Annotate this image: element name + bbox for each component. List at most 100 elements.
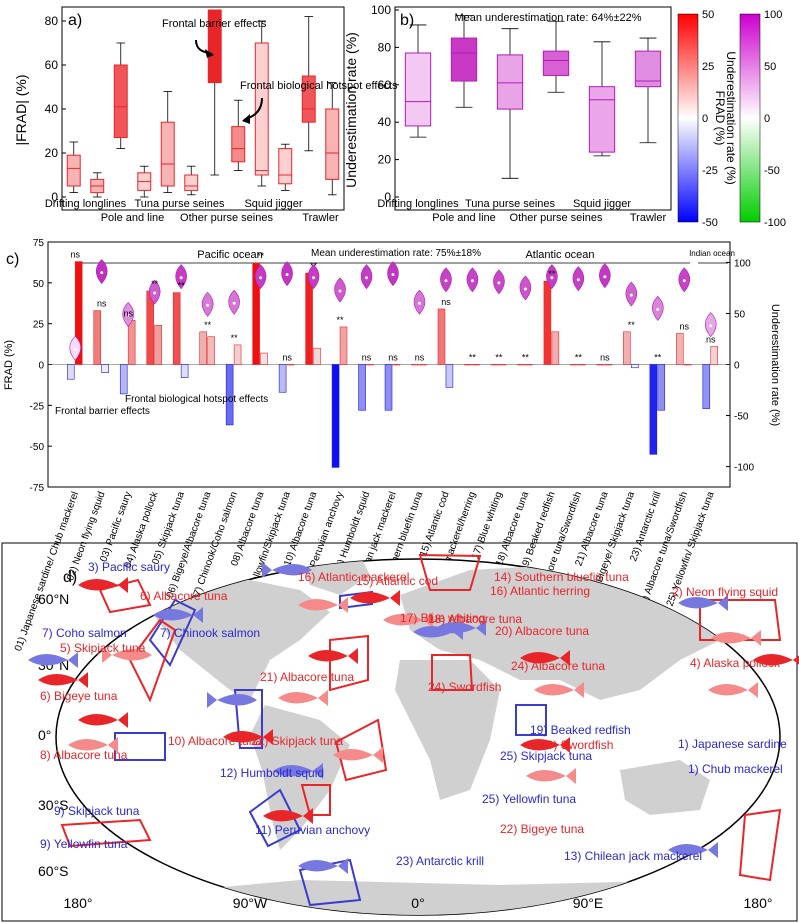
fishing-area-outline (699, 599, 782, 641)
c-violin-median (391, 273, 395, 277)
fish-silhouette-icon (278, 690, 328, 706)
a-ytick-label: 80 (45, 14, 59, 28)
b-box (542, 50, 570, 76)
map-lat-label: 60°N (38, 591, 69, 607)
c-violin-median (550, 276, 554, 280)
c-y2tick-label: 50 (734, 309, 746, 320)
c-frad-bar (551, 331, 560, 365)
a-box (207, 9, 222, 84)
b-group-label: Trawler (630, 212, 667, 224)
c-ytick-label: 50 (33, 279, 45, 290)
panel-d-label: d) (63, 569, 77, 586)
c-violin-median (444, 279, 448, 283)
map-fishery-label: 21) Albacore tuna (260, 670, 354, 684)
c-frad-bar (207, 336, 215, 365)
c-significance-label: ns (415, 353, 425, 363)
a-ytick-label: 0 (51, 190, 58, 204)
c-frad-bar (119, 364, 128, 395)
c-frad-bar (490, 364, 499, 366)
c-frad-bar (437, 308, 446, 365)
c-frad-bar (358, 364, 366, 411)
a-box (231, 126, 246, 163)
c-violin-median (73, 347, 77, 351)
fish-silhouette-icon (68, 737, 118, 753)
panel-c-ylabel: FRAD (%) (3, 340, 15, 390)
c-violin-median (206, 303, 210, 307)
colorbar-tick-label: -50 (764, 165, 780, 177)
c-frad-bar (313, 347, 321, 365)
c-frad-bar (180, 364, 189, 378)
c-violin-median (338, 289, 342, 293)
c-ytick-label: 25 (33, 320, 45, 331)
c-significance-label: ns (706, 335, 716, 345)
c-y2tick-label: -50 (734, 412, 749, 423)
a-ytick-label: 20 (45, 146, 59, 160)
map-fishery-label: 6) Albacore tuna (140, 589, 228, 603)
c-ytick-label: 75 (33, 238, 45, 249)
hotspot-arrowhead (242, 114, 250, 124)
c-significance-label: ns (441, 297, 451, 307)
a-box (113, 64, 128, 139)
c-frad-bar (604, 364, 613, 366)
fish-silhouette-icon (28, 652, 78, 668)
colorbar-tick-label: 0 (764, 113, 770, 125)
c-significance-label: ** (337, 315, 345, 325)
c-frad-bar (676, 333, 684, 365)
c-frad-bar (305, 272, 313, 365)
fish-silhouette-icon (298, 858, 348, 874)
fish-silhouette-icon (263, 808, 313, 824)
fish-silhouette-icon (534, 682, 584, 698)
panel-a-label: a) (68, 12, 82, 29)
map-fishery-label: 12) Humboldt squid (220, 766, 324, 780)
colorbar-tick-label: 100 (764, 9, 782, 21)
a-box (301, 75, 316, 123)
fish-silhouette-icon (753, 654, 799, 666)
fishing-area-outline (114, 732, 166, 761)
a-ytick-label: 40 (45, 102, 59, 116)
map-fishery-label: 22) Bigeye tuna (500, 822, 584, 836)
c-significance-label: ** (310, 261, 318, 271)
b-ytick-label: 0 (384, 190, 391, 204)
fish-silhouette-icon (668, 842, 718, 858)
colorbars: FRAD (%) Underestimation rate (%) 50 25 0 -… (677, 9, 786, 229)
region-indian: Indian ocean (689, 249, 735, 258)
fishing-area-outline (515, 704, 547, 736)
c-y2tick-label: -100 (734, 463, 754, 474)
panel-c-y2label: Underestimation rate (%) (769, 304, 781, 426)
a-group-label: Drifting longlines (45, 198, 127, 210)
c-significance-label: ns (362, 353, 372, 363)
c-significance-label: ** (575, 353, 583, 363)
c-y2tick-label: 100 (734, 258, 751, 269)
c-frad-bar (419, 364, 427, 366)
australia-land (620, 760, 710, 815)
frontal-hotspot-annotation: Frontal biological hotspot effects (240, 80, 398, 92)
c-barrier-annotation: Frontal barrier effects (55, 406, 150, 417)
panel-a-ylabel: |FRAD| (%) (13, 74, 29, 145)
fishing-area-outline (334, 718, 388, 782)
a-group-label: Pole and line (101, 212, 165, 224)
fish-silhouette-icon (413, 624, 463, 640)
map-fishery-label: 13) Chilean jack mackerel (564, 849, 702, 863)
fish-silhouette-icon (333, 747, 383, 763)
c-frad-bar (445, 364, 454, 388)
frad-colorbar (677, 13, 699, 223)
fish-silhouette-icon (350, 590, 400, 606)
c-violin-median (656, 307, 660, 311)
c-violin-median (365, 276, 369, 280)
map-fishery-label: 19) Beaked redfish (530, 723, 631, 737)
fish-silhouette-icon (38, 672, 88, 688)
c-frad-bar (649, 364, 658, 455)
fish-silhouette-icon (153, 607, 203, 623)
a-box (184, 174, 199, 191)
b-group-label: Squid jigger (573, 198, 631, 210)
fishing-area-outline (418, 553, 482, 591)
c-frad-bar (339, 326, 348, 365)
c-violin-median (153, 291, 157, 295)
c-frad-bar (146, 290, 154, 365)
c-significance-label: ** (204, 320, 212, 330)
c-frad-bar (199, 331, 207, 365)
map-fishery-label: 7) Coho salmon (42, 626, 127, 640)
c-ytick-label: -50 (30, 442, 45, 453)
c-frad-bar (596, 364, 605, 366)
b-ytick-label: 60 (378, 78, 392, 92)
